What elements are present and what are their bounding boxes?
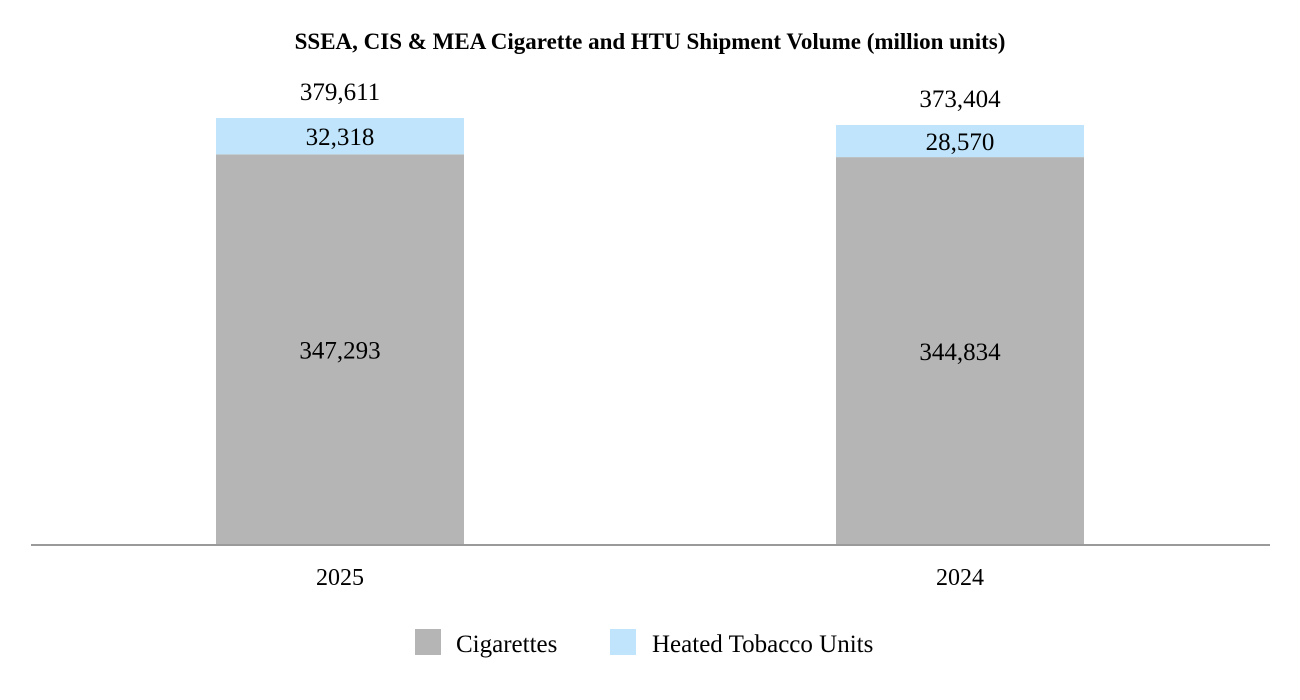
x-tick-label-2024: 2024	[936, 565, 984, 591]
legend-swatch-heated-tobacco-units	[610, 629, 636, 655]
legend-label-cigarettes: Cigarettes	[456, 631, 557, 658]
data-label-cigarettes-2025: 347,293	[299, 338, 380, 365]
bar-cigarettes-2024	[836, 157, 1084, 545]
data-label-heated-tobacco-units-2025: 32,318	[306, 124, 375, 151]
legend: Cigarettes Heated Tobacco Units	[415, 629, 873, 658]
data-label-heated-tobacco-units-2024: 28,570	[926, 129, 995, 156]
legend-label-heated-tobacco-units: Heated Tobacco Units	[652, 631, 873, 658]
x-tick-label-2025: 2025	[316, 565, 364, 591]
data-labels-group: 347,293 32,318 379,611 344,834 28,570 373,404	[299, 79, 1001, 366]
data-label-cigarettes-2024: 344,834	[919, 339, 1001, 366]
bar-heated-tobacco-units-2024	[836, 124, 1084, 158]
bar-heated-tobacco-units-2025	[216, 118, 464, 155]
legend-swatch-cigarettes	[415, 629, 441, 655]
chart-title: SSEA, CIS & MEA Cigarette and HTU Shipme…	[295, 29, 1006, 54]
total-label-2025: 379,611	[300, 79, 380, 106]
bars-group	[216, 118, 1084, 546]
bar-cigarettes-2025	[216, 154, 464, 546]
total-label-2024: 373,404	[919, 86, 1001, 113]
